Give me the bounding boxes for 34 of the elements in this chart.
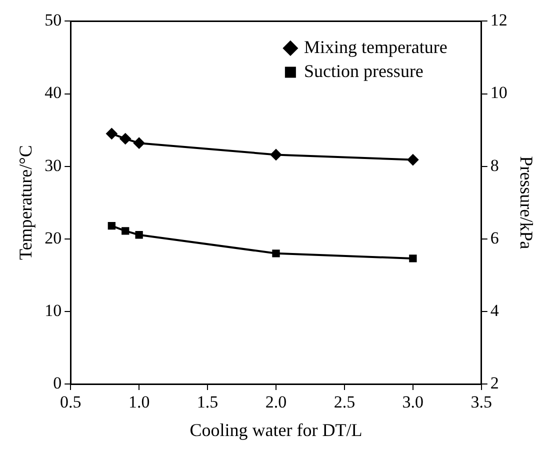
x-tick-label: 0.5 — [60, 392, 82, 412]
point — [270, 149, 282, 160]
y-tick-label: 20 — [44, 228, 62, 248]
point — [409, 254, 417, 262]
y-axis-title: Temperature/°C — [16, 145, 36, 260]
y2-tick-label: 4 — [490, 300, 500, 320]
point — [135, 231, 143, 239]
y-tick-label: 50 — [44, 10, 62, 30]
y2-tick-label: 12 — [490, 10, 508, 30]
legend-label: Suction pressure — [304, 60, 424, 81]
point — [407, 154, 418, 166]
x-tick-label: 3.5 — [470, 392, 492, 412]
x-tick-label: 2.0 — [265, 392, 287, 412]
point — [122, 227, 130, 235]
point — [106, 128, 118, 140]
point — [108, 222, 116, 230]
point — [120, 133, 131, 144]
y-tick-label: 40 — [44, 83, 62, 102]
y2-tick-label: 2 — [490, 373, 499, 392]
x-tick-label: 1.5 — [196, 392, 218, 412]
y2-tick-label: 6 — [490, 228, 499, 248]
legend-label: Mixing temperature — [304, 36, 448, 57]
point — [272, 250, 280, 258]
y-tick-label: 0 — [53, 373, 62, 392]
y2-tick-label: 10 — [490, 83, 508, 102]
point — [134, 138, 145, 149]
x-tick-label: 2.5 — [334, 392, 356, 412]
x-axis-title: Cooling water for DT/L — [190, 420, 362, 440]
y2-tick-label: 8 — [490, 156, 499, 175]
x-tick-label: 1.0 — [128, 392, 150, 412]
x-tick-label: 3.0 — [402, 392, 424, 412]
y-tick-label: 30 — [44, 156, 62, 175]
y-tick-label: 10 — [44, 300, 62, 320]
y2-axis-title: Pressure/kPa — [516, 156, 536, 250]
